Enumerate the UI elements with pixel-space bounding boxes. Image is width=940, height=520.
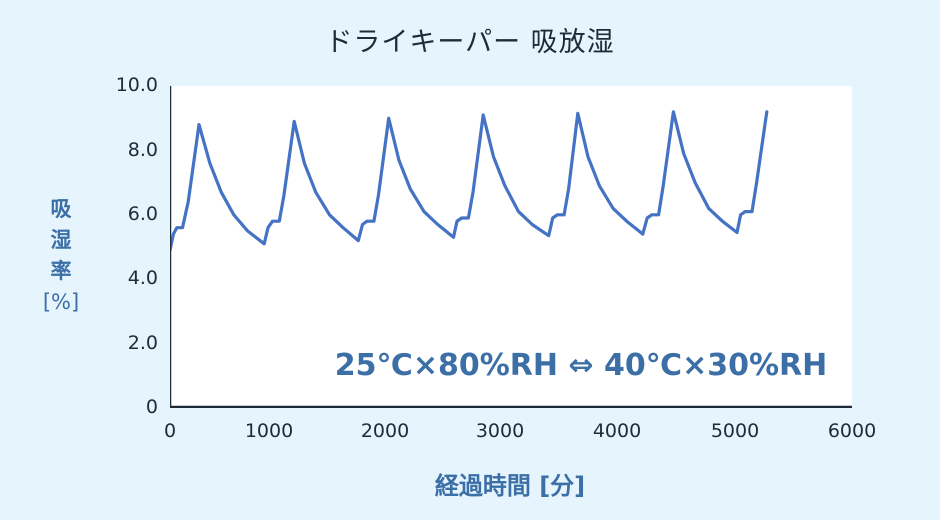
humidity-absorption-line <box>170 110 769 252</box>
y-tick-label: 2.0 <box>127 332 158 354</box>
y-tick-label: 8.0 <box>127 139 158 161</box>
line-chart <box>170 86 852 408</box>
condition-annotation: 25℃×80%RH ⇔ 40℃×30%RH <box>334 348 828 383</box>
x-tick-label: 6000 <box>827 420 877 442</box>
y-axis-unit: [%] <box>42 290 80 314</box>
x-tick-label: 3000 <box>475 420 525 442</box>
chart-title: ドライキーパー 吸放湿 <box>325 27 615 58</box>
y-axis-label: 吸 湿 率 [%] <box>36 194 86 318</box>
x-tick-label: 4000 <box>592 420 642 442</box>
x-tick-label: 5000 <box>710 420 760 442</box>
x-tick-label: 2000 <box>360 420 410 442</box>
plot-area <box>170 86 852 408</box>
x-tick-label: 0 <box>163 420 177 442</box>
x-tick-label: 1000 <box>244 420 294 442</box>
y-tick-label: 10.0 <box>115 74 158 96</box>
y-axis-label-line: 吸 <box>50 197 72 221</box>
y-axis-label-line: 湿 <box>50 228 72 252</box>
y-axis-label-line: 率 <box>50 259 72 283</box>
y-tick-label: 0 <box>145 396 158 418</box>
x-axis-label: 経過時間 [分] <box>434 472 586 500</box>
y-tick-label: 4.0 <box>127 267 158 289</box>
y-tick-label: 6.0 <box>127 203 158 225</box>
